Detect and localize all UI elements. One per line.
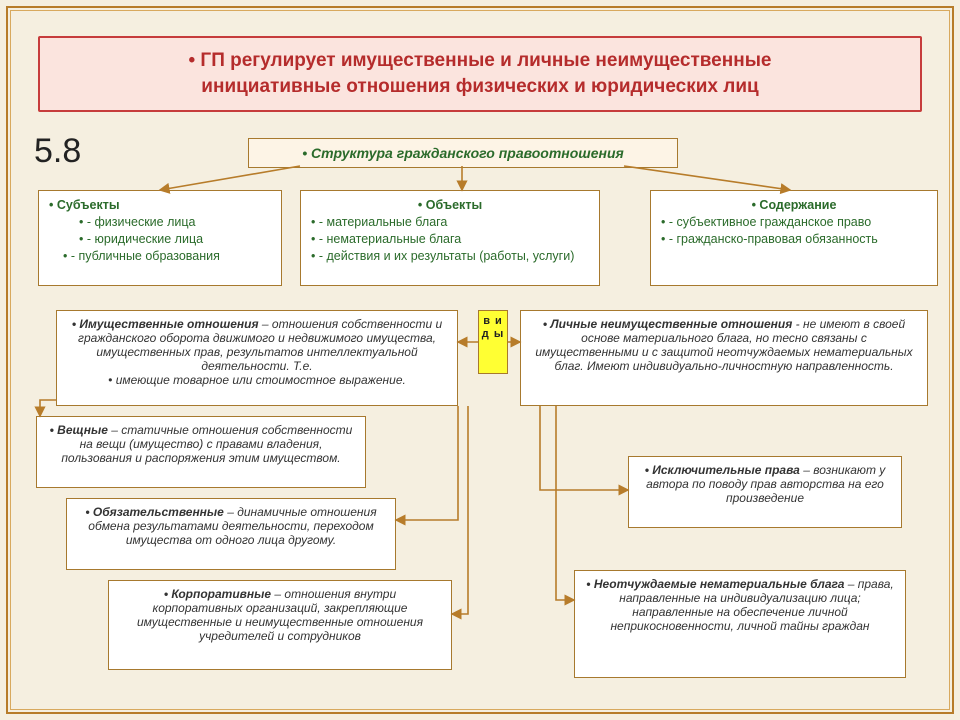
property-relations-box: Имущественные отношения – отношения собс…: [56, 310, 458, 406]
header-box: ГП регулирует имущественные и личные неи…: [38, 36, 922, 112]
content-item: - субъективное гражданское право: [661, 214, 927, 231]
personal-relations-lead: Личные неимущественные отношения: [543, 317, 792, 331]
exclusive-rights-box: Исключительные права – возникают у автор…: [628, 456, 902, 528]
section-number: 5.8: [34, 132, 81, 171]
objects-item: - нематериальные блага: [311, 231, 589, 248]
content-item: - гражданско-правовая обязанность: [661, 231, 927, 248]
structure-title-box: Структура гражданского правоотношения: [248, 138, 678, 168]
types-label: в и д ы: [478, 310, 508, 374]
subjects-title: Субъекты: [49, 197, 271, 214]
header-line1: ГП регулирует имущественные и личные неи…: [188, 50, 771, 71]
obligation-box: Обязательственные – динамичные отношения…: [66, 498, 396, 570]
corporate-box: Корпоративные – отношения внутри корпора…: [108, 580, 452, 670]
property-relations-tail: имеющие товарное или стоимостное выражен…: [67, 373, 447, 387]
content-title: Содержание: [661, 197, 927, 214]
exclusive-rights-lead: Исключительные права: [645, 463, 800, 477]
subjects-item: - публичные образования: [49, 248, 271, 265]
inalienable-box: Неотчуждаемые нематериальные блага – пра…: [574, 570, 906, 678]
property-relations-lead: Имущественные отношения: [72, 317, 259, 331]
header-text: ГП регулирует имущественные и личные неи…: [188, 48, 771, 99]
obligation-lead: Обязательственные: [85, 505, 223, 519]
objects-title: Объекты: [311, 197, 589, 214]
subjects-box: Субъекты - физические лица - юридические…: [38, 190, 282, 286]
real-rights-box: Вещные – статичные отношения собственнос…: [36, 416, 366, 488]
subjects-item: - физические лица: [49, 214, 271, 231]
objects-item: - материальные блага: [311, 214, 589, 231]
corporate-lead: Корпоративные: [164, 587, 271, 601]
inalienable-lead: Неотчуждаемые нематериальные блага: [586, 577, 844, 591]
structure-title: Структура гражданского правоотношения: [302, 145, 624, 161]
subjects-item: - юридические лица: [49, 231, 271, 248]
objects-item: - действия и их результаты (работы, услу…: [311, 248, 589, 265]
objects-box: Объекты - материальные блага - нематериа…: [300, 190, 600, 286]
personal-relations-box: Личные неимущественные отношения - не им…: [520, 310, 928, 406]
real-rights-lead: Вещные: [50, 423, 108, 437]
content-box: Содержание - субъективное гражданское пр…: [650, 190, 938, 286]
types-label-text: в и д ы: [481, 315, 505, 341]
header-line2: инициативные отношения физических и юрид…: [201, 76, 758, 97]
